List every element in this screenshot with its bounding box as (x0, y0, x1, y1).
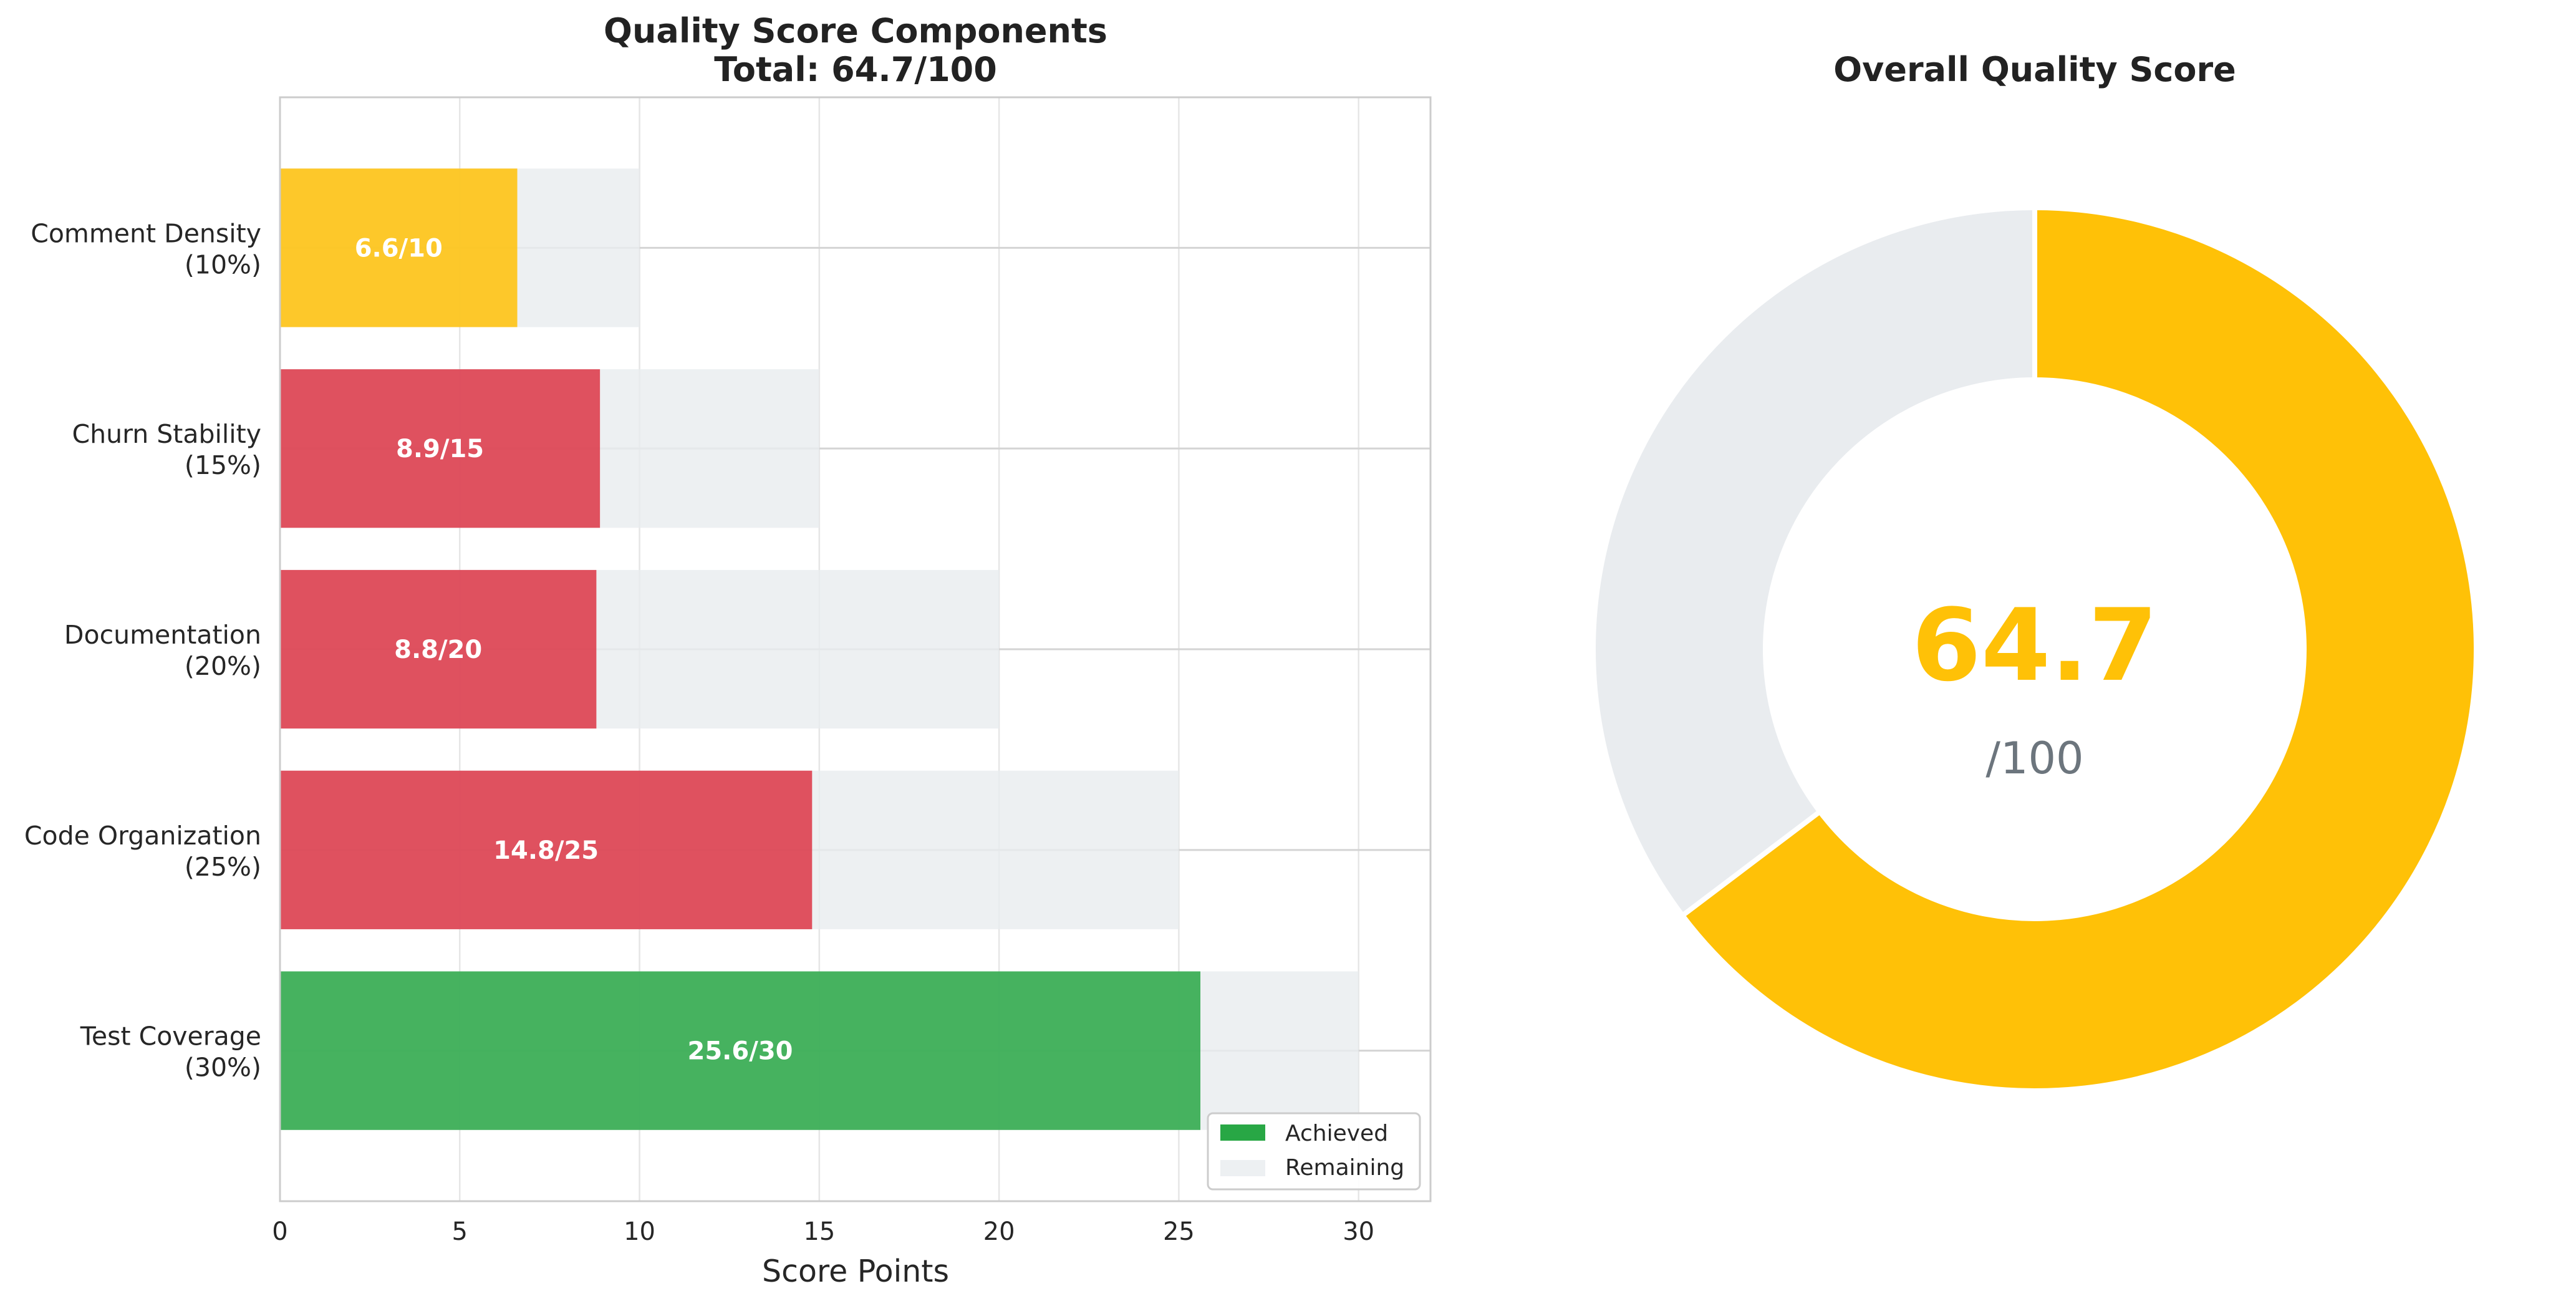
donut-center-suffix: /100 (1985, 733, 2083, 784)
category-label: Churn Stability (72, 419, 261, 449)
category-weight-label: (15%) (185, 450, 261, 480)
category-weight-label: (30%) (185, 1053, 261, 1083)
category-label: Documentation (64, 620, 261, 650)
category-weight-label: (20%) (185, 651, 261, 681)
plot-frame (279, 96, 1432, 1202)
x-tick-label: 15 (803, 1217, 835, 1246)
overall-donut-chart: Overall Quality Score 64.7 /100 (1591, 50, 2479, 1093)
x-tick-label: 10 (624, 1217, 655, 1246)
bar-value-label: 25.6/30 (688, 1037, 793, 1066)
donut-slice-remaining (1591, 205, 2037, 919)
legend: Achieved Remaining (1207, 1112, 1421, 1191)
bar-achieved (280, 770, 813, 929)
donut-center-value: 64.7 (1912, 587, 2158, 704)
bar-chart-subtitle: Total: 64.7/100 (714, 50, 997, 89)
bar-chart-title: Quality Score Components (604, 11, 1107, 51)
bars: 25.6/30 14.8/25 8.8/20 8.9/15 6.6/10 (280, 168, 1359, 1130)
donut-slice-score (1679, 205, 2479, 1093)
bar-achieved (280, 369, 601, 528)
bar-value-label: 14.8/25 (493, 836, 599, 865)
bar-value-label: 8.9/15 (396, 435, 484, 463)
x-tick-label: 5 (452, 1217, 468, 1246)
category-labels: Test Coverage(30%) Code Organization(25%)… (24, 218, 261, 1082)
x-axis-label: Score Points (762, 1254, 949, 1289)
category-weight-label: (25%) (185, 852, 261, 882)
x-tick-label: 0 (272, 1217, 287, 1246)
components-bar-chart: Quality Score Components Total: 64.7/100… (24, 11, 1432, 1289)
x-tick-label: 30 (1343, 1217, 1374, 1246)
legend-swatch-achieved (1220, 1124, 1265, 1141)
category-label: Code Organization (24, 821, 261, 851)
bar-value-label: 6.6/10 (355, 234, 443, 263)
x-tick-label: 20 (983, 1217, 1015, 1246)
donut-chart-title: Overall Quality Score (1833, 50, 2236, 89)
category-label: Test Coverage (80, 1022, 261, 1052)
legend-swatch-remaining (1220, 1160, 1265, 1176)
legend-label-achieved: Achieved (1285, 1121, 1388, 1146)
bar-achieved (280, 168, 518, 327)
legend-label-remaining: Remaining (1285, 1155, 1404, 1181)
category-label: Comment Density (31, 218, 261, 248)
x-tick-labels: 0 5 10 15 20 25 30 (272, 1217, 1374, 1246)
bar-achieved (280, 971, 1200, 1130)
category-weight-label: (10%) (185, 249, 261, 279)
x-tick-label: 25 (1163, 1217, 1195, 1246)
bar-value-label: 8.8/20 (394, 636, 482, 664)
bar-achieved (280, 569, 597, 729)
